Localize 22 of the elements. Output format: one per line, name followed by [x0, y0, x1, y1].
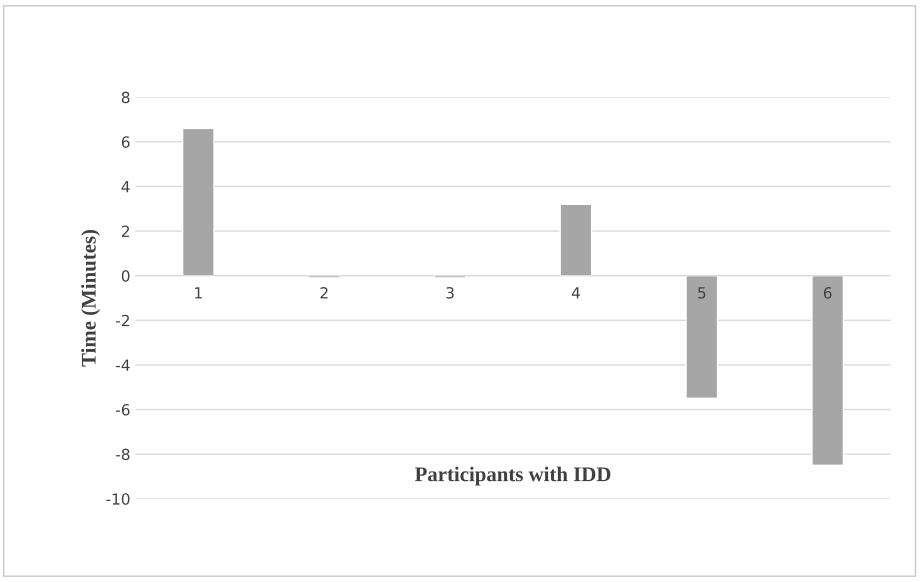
x-axis-title: Participants with IDD — [414, 466, 610, 486]
bar — [182, 128, 215, 276]
y-axis-title: Time (Minutes) — [81, 230, 100, 367]
bar — [685, 274, 718, 400]
x-tick-label: 6 — [824, 287, 832, 299]
y-tick-label: 0 — [122, 270, 130, 282]
x-tick-label: 3 — [446, 287, 454, 299]
x-tick-label: 4 — [572, 287, 580, 298]
x-tick-label: 2 — [320, 287, 328, 298]
bar — [811, 274, 844, 466]
y-tick-label: -2 — [116, 314, 129, 326]
y-tick-label: 2 — [122, 226, 129, 237]
bar — [560, 204, 592, 276]
y-tick-label: -10 — [106, 493, 130, 505]
y-tick-label: -4 — [116, 360, 130, 371]
x-tick-label: 1 — [195, 287, 202, 298]
y-tick-label: 6 — [122, 136, 130, 148]
y-tick-label: 8 — [122, 92, 130, 104]
y-tick-label: -8 — [116, 448, 130, 460]
x-tick-label: 5 — [698, 287, 706, 299]
y-tick-label: 4 — [122, 181, 130, 192]
y-tick-label: -6 — [116, 404, 130, 416]
